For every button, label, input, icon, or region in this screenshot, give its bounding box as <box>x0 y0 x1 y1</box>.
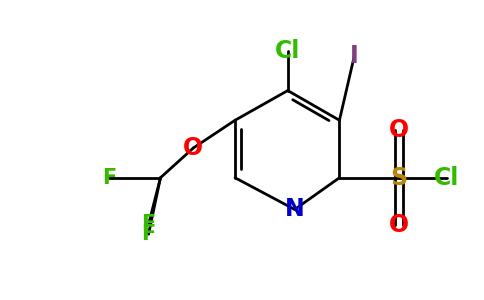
Text: Cl: Cl <box>434 166 459 190</box>
Text: Cl: Cl <box>275 39 301 63</box>
Text: I: I <box>350 44 359 68</box>
Text: N: N <box>285 197 304 221</box>
Text: F: F <box>102 168 116 188</box>
Text: O: O <box>183 136 203 160</box>
Text: O: O <box>389 118 409 142</box>
Text: O: O <box>389 213 409 237</box>
Text: S: S <box>391 166 408 190</box>
Text: F: F <box>141 224 156 244</box>
Text: F: F <box>141 214 156 234</box>
